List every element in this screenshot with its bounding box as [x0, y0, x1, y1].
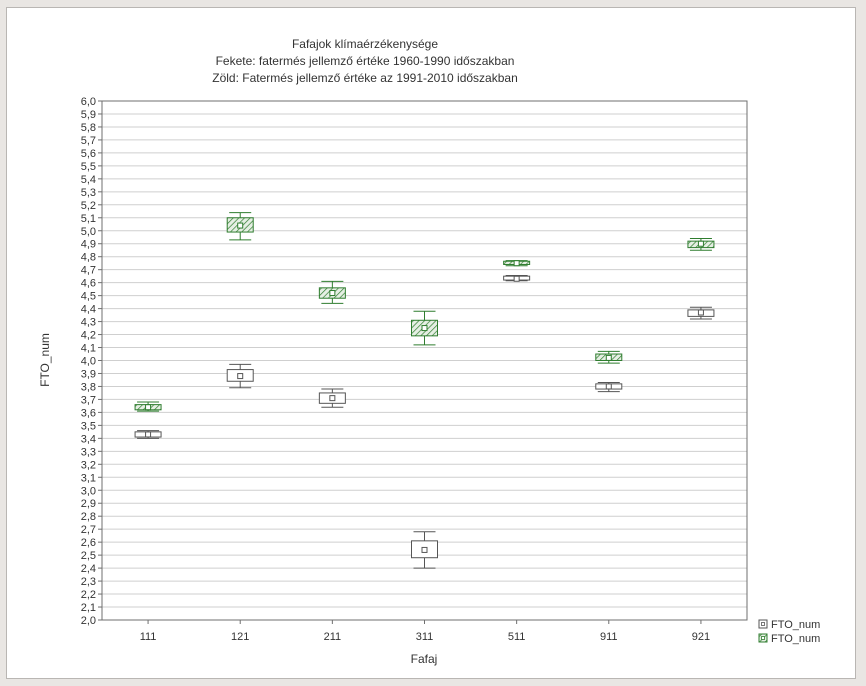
mean-marker	[237, 222, 244, 229]
y-tick-label: 2,2	[81, 589, 96, 601]
mean-marker	[697, 309, 704, 316]
y-tick-label: 5,6	[81, 148, 96, 160]
x-tick-label: 921	[692, 631, 710, 643]
chart-title-line-1: Fafajok klímaérzékenysége	[292, 37, 438, 51]
box-921	[687, 238, 715, 251]
box-121	[226, 212, 254, 241]
y-tick-label: 3,0	[81, 485, 96, 497]
box-921	[687, 306, 715, 320]
x-tick-label: 121	[231, 631, 249, 643]
x-tick-label: 311	[416, 631, 434, 643]
chart-title-line-2: Fekete: fatermés jellemző értéke 1960-19…	[216, 54, 515, 68]
mean-marker	[605, 354, 612, 361]
box-311	[411, 531, 438, 569]
chart-title: Fafajok klímaérzékenysége Fekete: faterm…	[212, 37, 518, 85]
x-tick-label: 211	[324, 631, 342, 643]
mean-marker	[513, 275, 520, 282]
y-tick-label: 4,6	[81, 278, 96, 290]
x-axis-label: Fafaj	[411, 652, 438, 666]
box-series	[134, 212, 715, 569]
y-tick-label: 5,5	[81, 161, 96, 173]
y-tick-label: 2,3	[81, 576, 96, 588]
legend-label-black: FTO_num	[771, 619, 820, 631]
mean-marker	[421, 325, 428, 332]
y-tick-label: 3,3	[81, 446, 96, 458]
y-axis-ticks: 2,02,12,22,32,42,52,62,72,82,93,03,13,23…	[81, 96, 102, 627]
y-tick-label: 4,0	[81, 356, 96, 368]
mean-marker	[605, 383, 612, 390]
y-tick-label: 4,2	[81, 330, 96, 342]
y-tick-label: 5,3	[81, 187, 96, 199]
mean-marker	[237, 373, 244, 380]
grid-lines	[102, 113, 747, 608]
chart-frame: Fafajok klímaérzékenysége Fekete: faterm…	[6, 7, 856, 679]
y-axis-label: FTO_num	[38, 333, 52, 387]
series-green-boxes	[134, 212, 715, 412]
mean-marker	[513, 260, 520, 267]
legend-swatch-black	[758, 619, 768, 629]
mean-marker	[697, 240, 704, 247]
mean-marker	[421, 546, 428, 553]
box-121	[226, 363, 254, 389]
y-tick-label: 5,0	[81, 226, 96, 238]
box-511	[503, 260, 531, 267]
box-911	[595, 350, 623, 364]
y-tick-label: 3,5	[81, 420, 96, 432]
box-911	[595, 382, 623, 393]
legend: FTO_num FTO_num	[758, 619, 820, 645]
y-tick-label: 2,4	[81, 563, 96, 575]
y-tick-label: 4,7	[81, 265, 96, 277]
y-tick-label: 5,2	[81, 200, 96, 212]
y-tick-label: 4,8	[81, 252, 96, 264]
x-tick-label: 511	[508, 631, 526, 643]
box-111	[134, 430, 162, 439]
box-plot-chart: Fafajok klímaérzékenysége Fekete: faterm…	[38, 37, 820, 666]
box-511	[503, 275, 531, 282]
y-tick-label: 4,4	[81, 304, 96, 316]
y-tick-label: 4,3	[81, 317, 96, 329]
box-211	[318, 280, 346, 304]
mean-marker	[329, 290, 336, 297]
y-tick-label: 3,4	[81, 433, 96, 445]
y-tick-label: 5,7	[81, 135, 96, 147]
legend-item-green: FTO_num	[758, 633, 820, 645]
box-311	[411, 310, 438, 346]
y-tick-label: 2,1	[81, 602, 96, 614]
y-tick-label: 3,9	[81, 368, 96, 380]
chart-title-line-3: Zöld: Fatermés jellemző értéke az 1991-2…	[212, 71, 518, 85]
y-tick-label: 5,9	[81, 109, 96, 121]
mean-marker	[145, 431, 152, 438]
box-111	[134, 401, 162, 412]
y-tick-label: 4,1	[81, 343, 96, 355]
x-tick-label: 911	[600, 631, 618, 643]
mean-marker	[145, 404, 152, 411]
y-tick-label: 2,9	[81, 498, 96, 510]
y-tick-label: 3,2	[81, 459, 96, 471]
y-tick-label: 2,6	[81, 537, 96, 549]
y-tick-label: 2,7	[81, 524, 96, 536]
box-211	[318, 388, 346, 408]
y-tick-label: 5,1	[81, 213, 96, 225]
series-black-boxes	[134, 275, 715, 569]
y-tick-label: 5,4	[81, 174, 96, 186]
y-tick-label: 4,9	[81, 239, 96, 251]
y-tick-label: 3,7	[81, 394, 96, 406]
legend-item-black: FTO_num	[758, 619, 820, 631]
y-tick-label: 2,8	[81, 511, 96, 523]
mean-marker	[329, 395, 336, 402]
x-axis-ticks: 111 121 211 311 511 911 921	[140, 620, 710, 643]
y-tick-label: 3,6	[81, 407, 96, 419]
y-tick-label: 2,5	[81, 550, 96, 562]
y-tick-label: 4,5	[81, 291, 96, 303]
y-tick-label: 6,0	[81, 96, 96, 108]
legend-label-green: FTO_num	[771, 633, 820, 645]
y-tick-label: 2,0	[81, 615, 96, 627]
y-tick-label: 3,1	[81, 472, 96, 484]
x-tick-label: 111	[140, 631, 157, 643]
y-tick-label: 5,8	[81, 122, 96, 134]
y-tick-label: 3,8	[81, 381, 96, 393]
